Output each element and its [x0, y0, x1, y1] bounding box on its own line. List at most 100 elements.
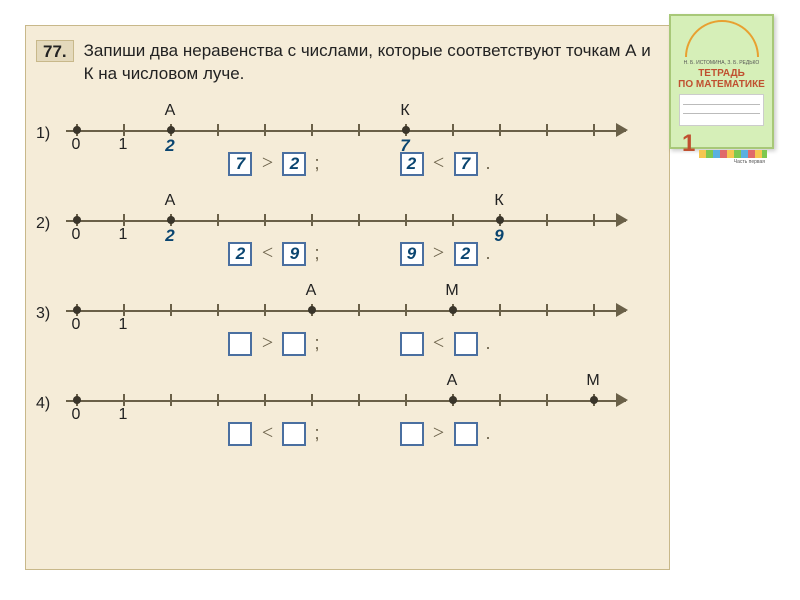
answer-box-left[interactable] [400, 422, 424, 446]
point-dot [449, 306, 457, 314]
inequality: >; [228, 332, 319, 356]
tick [311, 124, 313, 136]
tick [358, 124, 360, 136]
number-line: 01АМ [66, 370, 626, 418]
answer-box-right[interactable] [282, 422, 306, 446]
point-label: А [306, 282, 317, 300]
answer-box-left[interactable] [228, 422, 252, 446]
tick [358, 304, 360, 316]
punct: ; [314, 423, 319, 444]
operator: > [260, 332, 274, 355]
cover-grade: 1 [682, 130, 695, 158]
point-dot [496, 216, 504, 224]
inequalities-row: 7>2;2<7. [66, 152, 653, 176]
question-text: Запиши два неравенства с числами, которы… [84, 40, 653, 86]
point-dot [167, 126, 175, 134]
question-header: 77. Запиши два неравенства с числами, ко… [36, 40, 653, 86]
punct: ; [314, 243, 319, 264]
inequality: 7>2; [228, 152, 319, 176]
axis [66, 400, 626, 402]
axis-label: 0 [72, 226, 81, 244]
axis-label: 0 [72, 136, 81, 154]
point-label: А [165, 192, 176, 210]
tick [170, 394, 172, 406]
answer-box-left[interactable] [228, 332, 252, 356]
answer-box-right[interactable]: 9 [282, 242, 306, 266]
answer-box-right[interactable] [282, 332, 306, 356]
tick [358, 394, 360, 406]
axis-label: 1 [119, 226, 128, 244]
point-dot [73, 396, 81, 404]
tick [546, 124, 548, 136]
point-label: А [447, 372, 458, 390]
cover-dots [699, 150, 767, 158]
answer-box-right[interactable]: 2 [282, 152, 306, 176]
problem-1: 1)01А2К77>2;2<7. [36, 100, 653, 176]
cover-title: ТЕТРАДЬ ПО МАТЕМАТИКЕ [676, 68, 767, 90]
question-number: 77. [36, 40, 74, 62]
arrow-icon [616, 303, 628, 317]
point-dot [73, 216, 81, 224]
point-label: К [400, 102, 409, 120]
tick [546, 394, 548, 406]
arrow-icon [616, 123, 628, 137]
tick [264, 124, 266, 136]
tick [405, 394, 407, 406]
tick [405, 214, 407, 226]
answer-box-left[interactable]: 9 [400, 242, 424, 266]
axis [66, 220, 626, 222]
point-label: А [165, 102, 176, 120]
problem-label: 3) [36, 305, 50, 323]
cover-part: Часть первая [676, 159, 765, 165]
tick [123, 394, 125, 406]
answer-value: 9 [494, 226, 503, 246]
tick [593, 304, 595, 316]
axis [66, 130, 626, 132]
problem-label: 1) [36, 125, 50, 143]
problem-label: 4) [36, 395, 50, 413]
point-dot [308, 306, 316, 314]
tick [264, 304, 266, 316]
answer-box-right[interactable]: 2 [454, 242, 478, 266]
point-dot [590, 396, 598, 404]
operator: < [432, 152, 446, 175]
point-dot [449, 396, 457, 404]
tick [499, 124, 501, 136]
punct: . [486, 333, 491, 354]
textbook-cover: Н. Б. ИСТОМИНА, З. Б. РЕДЬКО ТЕТРАДЬ ПО … [669, 14, 774, 149]
axis-label: 1 [119, 406, 128, 424]
answer-box-right[interactable] [454, 332, 478, 356]
tick [405, 304, 407, 316]
point-dot [73, 126, 81, 134]
punct: . [486, 243, 491, 264]
tick [593, 124, 595, 136]
tick [311, 214, 313, 226]
tick [264, 214, 266, 226]
tick [217, 304, 219, 316]
answer-box-left[interactable] [400, 332, 424, 356]
punct: . [486, 153, 491, 174]
problem-label: 2) [36, 215, 50, 233]
point-dot [402, 126, 410, 134]
point-label: К [494, 192, 503, 210]
tick [217, 214, 219, 226]
arrow-icon [616, 213, 628, 227]
inequality: 2<7. [400, 152, 491, 176]
answer-value: 2 [165, 136, 174, 156]
tick [546, 214, 548, 226]
tick [217, 394, 219, 406]
operator: > [432, 422, 446, 445]
problem-3: 3)01АМ>;<. [36, 280, 653, 356]
point-label: М [586, 372, 599, 390]
axis-label: 1 [119, 316, 128, 334]
answer-box-right[interactable]: 7 [454, 152, 478, 176]
operator: < [432, 332, 446, 355]
answer-box-right[interactable] [454, 422, 478, 446]
answer-box-left[interactable]: 2 [228, 242, 252, 266]
operator: < [260, 242, 274, 265]
tick [452, 124, 454, 136]
tick [452, 214, 454, 226]
inequality: 2 <9; [228, 242, 319, 266]
tick [311, 394, 313, 406]
answer-box-left[interactable]: 7 [228, 152, 252, 176]
